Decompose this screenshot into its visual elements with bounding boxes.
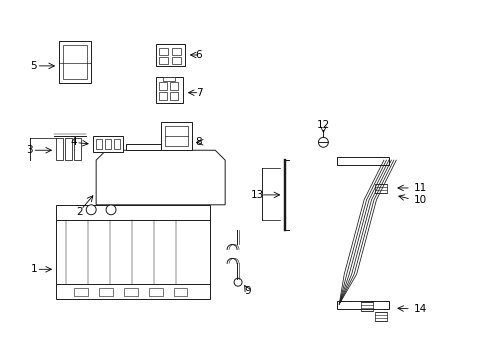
Bar xyxy=(65,138,73,160)
Bar xyxy=(172,48,180,55)
Bar xyxy=(172,57,180,64)
Polygon shape xyxy=(126,144,166,150)
Bar xyxy=(159,48,168,55)
Bar xyxy=(56,138,63,160)
Text: 12: 12 xyxy=(317,121,330,130)
Bar xyxy=(163,77,174,81)
Polygon shape xyxy=(96,150,225,205)
Text: 3: 3 xyxy=(26,145,33,155)
Bar xyxy=(173,288,188,296)
Text: 5: 5 xyxy=(30,61,37,71)
Bar xyxy=(159,82,167,90)
Text: 1: 1 xyxy=(30,264,37,274)
Text: 2: 2 xyxy=(76,207,83,217)
Text: 10: 10 xyxy=(414,195,427,205)
Bar xyxy=(63,45,87,79)
Bar xyxy=(375,312,387,321)
Bar xyxy=(93,136,123,152)
Text: 9: 9 xyxy=(245,286,251,296)
Bar xyxy=(156,44,185,66)
Circle shape xyxy=(86,205,96,215)
Bar xyxy=(105,139,111,149)
Circle shape xyxy=(106,205,116,215)
Text: 14: 14 xyxy=(414,304,427,314)
Circle shape xyxy=(318,137,328,147)
Text: 6: 6 xyxy=(196,50,202,60)
Bar xyxy=(165,126,189,146)
Bar xyxy=(96,139,102,149)
Bar xyxy=(59,41,91,83)
Circle shape xyxy=(234,278,242,286)
Text: 11: 11 xyxy=(414,183,427,193)
Bar xyxy=(149,288,163,296)
Bar xyxy=(375,184,387,193)
Bar xyxy=(337,157,389,165)
Text: 8: 8 xyxy=(196,137,202,147)
Bar xyxy=(99,288,113,296)
Bar xyxy=(114,139,120,149)
Bar xyxy=(56,205,210,299)
Bar xyxy=(159,57,168,64)
Bar xyxy=(361,302,373,311)
Bar xyxy=(156,77,183,103)
Bar xyxy=(161,122,193,150)
Bar xyxy=(170,82,177,90)
Bar xyxy=(337,301,389,309)
Text: 4: 4 xyxy=(70,137,76,147)
Text: 13: 13 xyxy=(251,190,265,200)
Bar xyxy=(170,92,177,100)
Bar xyxy=(124,288,138,296)
Bar xyxy=(74,288,88,296)
Bar xyxy=(74,138,81,160)
Text: 7: 7 xyxy=(196,88,202,98)
Bar xyxy=(159,92,167,100)
